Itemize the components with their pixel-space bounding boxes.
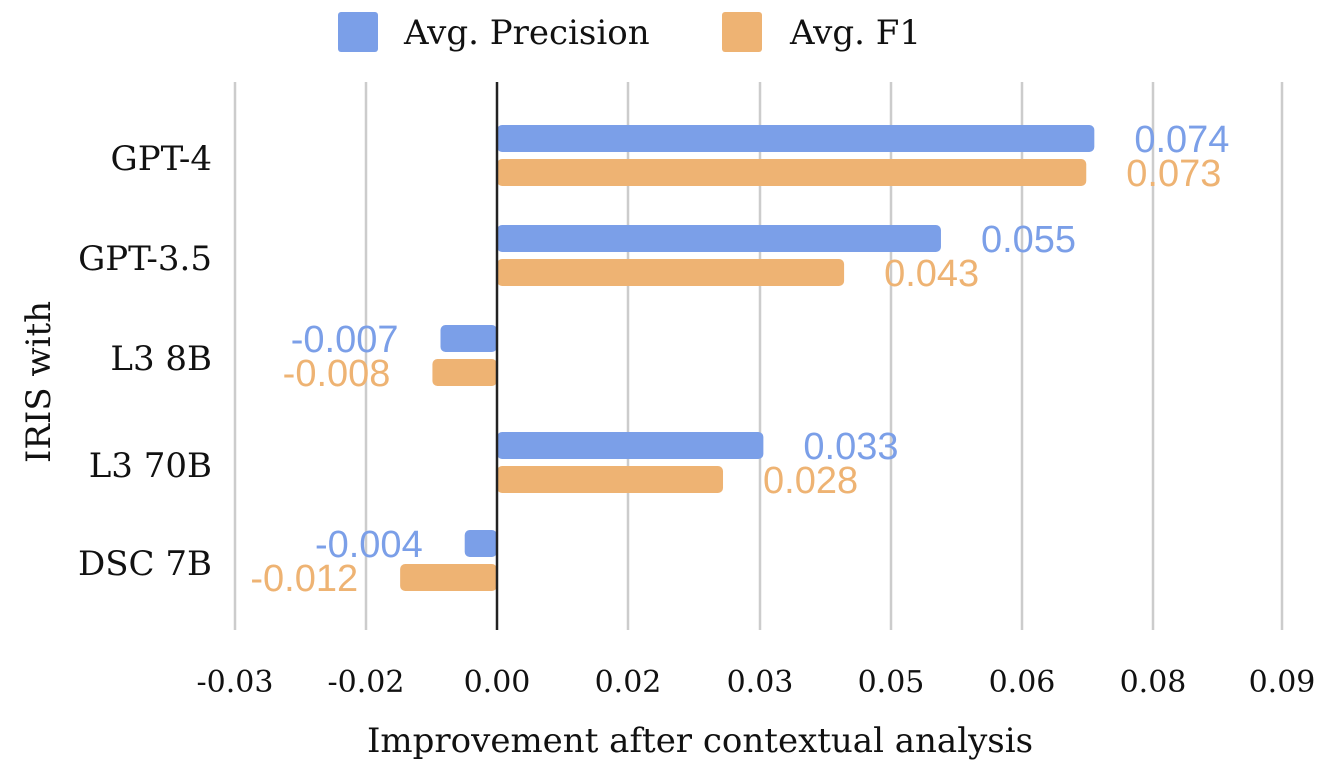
data-label: 0.043 — [884, 253, 979, 295]
x-tick-label: -0.02 — [328, 665, 405, 700]
data-label: -0.004 — [315, 524, 423, 566]
bar-avg-f1 — [497, 159, 1087, 186]
category-label: GPT-4 — [111, 139, 212, 179]
data-label: 0.074 — [1134, 119, 1229, 161]
bar-avg-precision — [497, 432, 764, 459]
x-tick-label: 0.03 — [727, 665, 794, 700]
bars — [400, 125, 1095, 591]
category-label: L3 70B — [89, 446, 212, 486]
x-tick-label: 0.05 — [858, 665, 925, 700]
x-tick-label: 0.08 — [1120, 665, 1187, 700]
x-axis-title: Improvement after contextual analysis — [367, 721, 1033, 761]
bar-avg-precision — [497, 125, 1095, 152]
y-axis-title: IRIS with — [19, 301, 59, 463]
legend-label-avg-f1: Avg. F1 — [789, 13, 921, 53]
x-tick-label: 0.06 — [989, 665, 1056, 700]
x-tick-label: 0.00 — [464, 665, 531, 700]
x-tick-label: 0.02 — [595, 665, 662, 700]
data-label: -0.012 — [250, 558, 358, 600]
bar-avg-f1 — [400, 564, 497, 591]
bar-avg-precision — [440, 325, 497, 352]
data-label: -0.008 — [283, 353, 391, 395]
bar-avg-f1 — [497, 259, 845, 286]
data-label: 0.028 — [763, 460, 858, 502]
x-axis-tick-labels: -0.03 -0.02 0.00 0.02 0.03 0.05 0.06 0.08 0.09 — [197, 665, 1316, 700]
bar-avg-f1 — [432, 359, 497, 386]
x-tick-label: -0.03 — [197, 665, 274, 700]
category-label: GPT-3.5 — [78, 239, 212, 279]
data-label: 0.073 — [1126, 153, 1221, 195]
legend-swatch-avg-precision — [338, 12, 378, 52]
data-label: -0.007 — [291, 319, 399, 361]
legend-label-avg-precision: Avg. Precision — [403, 13, 650, 53]
category-label: L3 8B — [110, 339, 212, 379]
legend-swatch-avg-f1 — [722, 12, 762, 52]
bar-avg-precision — [497, 225, 941, 252]
data-label: 0.055 — [981, 219, 1076, 261]
x-tick-label: 0.09 — [1249, 665, 1316, 700]
data-label: 0.033 — [803, 426, 898, 468]
bar-avg-precision — [464, 530, 497, 557]
legend: Avg. Precision Avg. F1 — [338, 12, 921, 53]
y-axis-category-labels: GPT-4 GPT-3.5 L3 8B L3 70B DSC 7B — [78, 139, 212, 584]
bar-avg-f1 — [497, 466, 724, 493]
category-label: DSC 7B — [78, 544, 212, 584]
